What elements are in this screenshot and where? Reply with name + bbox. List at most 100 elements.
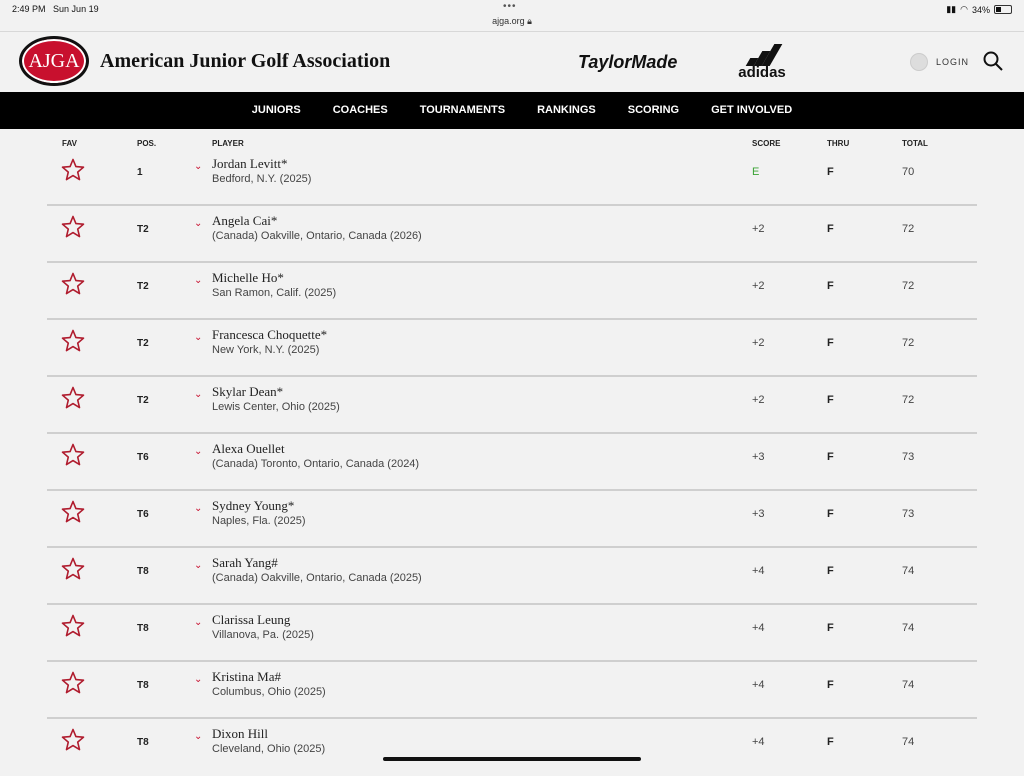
expand-chevron-icon[interactable]: ⌄ <box>194 218 203 229</box>
nav-rankings[interactable]: RANKINGS <box>537 104 596 116</box>
total: 70 <box>902 166 915 178</box>
nav-tournaments[interactable]: TOURNAMENTS <box>419 104 506 116</box>
expand-chevron-icon[interactable]: ⌄ <box>194 560 203 571</box>
thru: F <box>827 166 834 178</box>
favorite-star-icon[interactable] <box>61 728 85 752</box>
table-row: T2 ⌄ Angela Cai* (Canada) Oakville, Onta… <box>47 206 977 263</box>
url-text: ajga.org <box>492 16 525 26</box>
table-row: T8 ⌄ Kristina Ma# Columbus, Ohio (2025) … <box>47 662 977 719</box>
favorite-star-icon[interactable] <box>61 671 85 695</box>
expand-chevron-icon[interactable]: ⌄ <box>194 446 203 457</box>
favorite-star-icon[interactable] <box>61 215 85 239</box>
expand-chevron-icon[interactable]: ⌄ <box>194 332 203 343</box>
table-row: T6 ⌄ Sydney Young* Naples, Fla. (2025) +… <box>47 491 977 548</box>
score: E <box>752 166 760 178</box>
total: 72 <box>902 394 915 406</box>
position: T8 <box>137 623 149 634</box>
player-hometown: Columbus, Ohio (2025) <box>212 686 326 698</box>
nav-get-involved[interactable]: GET INVOLVED <box>711 104 793 116</box>
nav-coaches[interactable]: COACHES <box>332 104 388 116</box>
thru: F <box>827 508 834 520</box>
expand-chevron-icon[interactable]: ⌄ <box>194 503 203 514</box>
position: T8 <box>137 566 149 577</box>
position: T8 <box>137 737 149 748</box>
battery-percent: 34% <box>971 4 990 15</box>
score: +2 <box>752 394 765 406</box>
nav-juniors[interactable]: JUNIORS <box>251 104 301 116</box>
thru: F <box>827 622 834 634</box>
total: 72 <box>902 337 915 349</box>
battery-icon <box>994 5 1012 14</box>
signal-icon: ▮▮ <box>946 4 957 14</box>
expand-chevron-icon[interactable]: ⌄ <box>194 275 203 286</box>
adidas-logo[interactable]: adidas <box>736 44 788 80</box>
taylormade-logo[interactable]: TaylorMade <box>578 52 678 72</box>
favorite-star-icon[interactable] <box>61 329 85 353</box>
favorite-star-icon[interactable] <box>61 614 85 638</box>
table-row: T8 ⌄ Clarissa Leung Villanova, Pa. (2025… <box>47 605 977 662</box>
total: 73 <box>902 451 915 463</box>
expand-chevron-icon[interactable]: ⌄ <box>194 731 203 742</box>
favorite-star-icon[interactable] <box>61 443 85 467</box>
thru: F <box>827 223 834 235</box>
favorite-star-icon[interactable] <box>61 557 85 581</box>
player-name[interactable]: Skylar Dean* <box>212 384 284 399</box>
col-total: TOTAL <box>902 139 928 148</box>
col-player: PLAYER <box>212 139 244 148</box>
player-hometown: (Canada) Oakville, Ontario, Canada (2026… <box>212 230 422 242</box>
score: +3 <box>752 451 765 463</box>
url-bar[interactable]: ajga.org 🔒︎ <box>0 16 1024 27</box>
expand-chevron-icon[interactable]: ⌄ <box>194 617 203 628</box>
status-bar: 2:49 PM Sun Jun 19 ••• ajga.org 🔒︎ ▮▮ ◠ … <box>0 0 1024 32</box>
col-thru: THRU <box>827 139 850 148</box>
thru: F <box>827 451 834 463</box>
login-button[interactable]: LOGIN <box>910 53 969 71</box>
tab-dots-icon[interactable]: ••• <box>503 1 517 12</box>
player-name[interactable]: Francesca Choquette* <box>212 327 328 342</box>
player-name[interactable]: Jordan Levitt* <box>212 156 288 171</box>
expand-chevron-icon[interactable]: ⌄ <box>194 389 203 400</box>
player-hometown: Villanova, Pa. (2025) <box>212 629 314 641</box>
site-title[interactable]: American Junior Golf Association <box>100 50 391 72</box>
favorite-star-icon[interactable] <box>61 272 85 296</box>
position: T2 <box>137 281 149 292</box>
leaderboard: 1 ⌄ Jordan Levitt* Bedford, N.Y. (2025) … <box>0 154 1024 776</box>
wifi-icon: ◠ <box>960 4 968 14</box>
total: 74 <box>902 679 915 691</box>
lock-icon: 🔒︎ <box>527 16 532 26</box>
nav-scoring[interactable]: SCORING <box>627 104 680 116</box>
search-icon[interactable] <box>983 51 1003 71</box>
player-name[interactable]: Alexa Ouellet <box>212 441 285 456</box>
player-hometown: (Canada) Toronto, Ontario, Canada (2024) <box>212 458 420 470</box>
player-name[interactable]: Angela Cai* <box>212 213 278 228</box>
thru: F <box>827 565 834 577</box>
player-name[interactable]: Michelle Ho* <box>212 270 284 285</box>
player-hometown: (Canada) Oakville, Ontario, Canada (2025… <box>212 572 422 584</box>
position: T6 <box>137 452 149 463</box>
total: 72 <box>902 280 915 292</box>
score: +2 <box>752 337 765 349</box>
table-row: T6 ⌄ Alexa Ouellet (Canada) Toronto, Ont… <box>47 434 977 491</box>
table-row: T2 ⌄ Michelle Ho* San Ramon, Calif. (202… <box>47 263 977 320</box>
home-indicator[interactable] <box>383 757 641 761</box>
col-fav: FAV <box>62 139 77 148</box>
thru: F <box>827 337 834 349</box>
favorite-star-icon[interactable] <box>61 386 85 410</box>
player-name[interactable]: Sydney Young* <box>212 498 295 513</box>
position: T8 <box>137 680 149 691</box>
favorite-star-icon[interactable] <box>61 500 85 524</box>
score: +4 <box>752 679 765 691</box>
player-hometown: New York, N.Y. (2025) <box>212 344 320 356</box>
ajga-logo[interactable]: AJGA <box>19 36 89 86</box>
expand-chevron-icon[interactable]: ⌄ <box>194 161 203 172</box>
table-row: T8 ⌄ Dixon Hill Cleveland, Ohio (2025) +… <box>47 719 977 776</box>
player-name[interactable]: Kristina Ma# <box>212 669 281 684</box>
thru: F <box>827 280 834 292</box>
player-name[interactable]: Clarissa Leung <box>212 612 291 627</box>
player-name[interactable]: Sarah Yang# <box>212 555 278 570</box>
score: +3 <box>752 508 765 520</box>
total: 72 <box>902 223 915 235</box>
favorite-star-icon[interactable] <box>61 158 85 182</box>
expand-chevron-icon[interactable]: ⌄ <box>194 674 203 685</box>
player-name[interactable]: Dixon Hill <box>212 726 268 741</box>
